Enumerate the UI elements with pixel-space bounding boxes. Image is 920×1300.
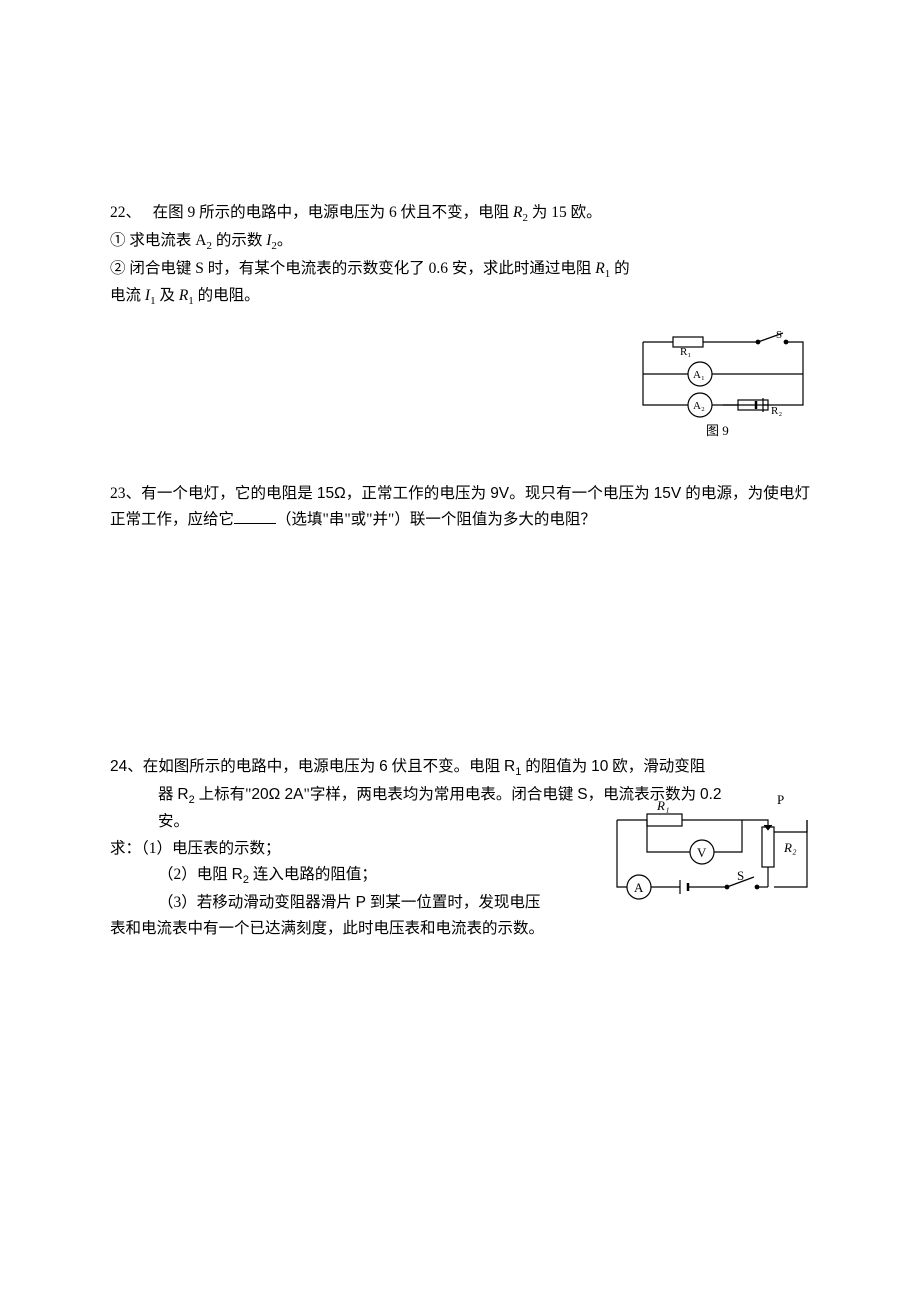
circuit24-svg: R₁ R₂ P V A S: [602, 792, 822, 912]
c24-r2-label: R₂: [783, 840, 797, 855]
circuit9-svg: R₁ S A₁ A₂ R₂ 图 9: [628, 330, 818, 450]
q23-blank: [234, 508, 276, 525]
q22-part2a: ② 闭合电键 S 时，有某个电流表的示数变化了 0.6 安，求此时通过电阻 R1…: [110, 256, 810, 284]
c24-r1-label: R₁: [656, 798, 669, 813]
q24-p3b: 表和电流表中有一个已达满刻度，此时电压表和电流表的示数。: [110, 916, 580, 942]
c24-s-label: S: [737, 868, 744, 883]
q22-part1: ① 求电流表 A2 的示数 I2。: [110, 228, 810, 256]
problem-23: 23、有一个电灯，它的电阻是 15Ω，正常工作的电压为 9V。现只有一个电压为 …: [110, 481, 810, 534]
c24-a-label: A: [634, 880, 644, 895]
problem-24: 24、在如图所示的电路中，电源电压为 6 伏且不变。电阻 R1 的阻值为 10 …: [110, 754, 810, 943]
c24-v-label: V: [697, 845, 707, 860]
q22-number: 22、: [110, 204, 141, 221]
q23-number: 23、: [110, 485, 141, 502]
q24-number: 24、: [110, 758, 143, 775]
q24-subparts: 求：（1）电压表的示数； （2）电阻 R2 连入电路的阻值； （3）若移动滑动变…: [110, 836, 580, 943]
c9-r1-label: R₁: [680, 346, 691, 358]
c9-s-label: S: [776, 330, 782, 341]
q22-part2b: 电流 I1 及 R1 的电阻。: [110, 283, 810, 311]
q22-line1: 22、 在图 9 所示的电路中，电源电压为 6 伏且不变，电阻 R2 为 15 …: [110, 200, 810, 228]
c9-r2-label: R₂: [771, 405, 782, 417]
page-content: 22、 在图 9 所示的电路中，电源电压为 6 伏且不变，电阻 R2 为 15 …: [0, 0, 920, 943]
q23-line1: 23、有一个电灯，它的电阻是 15Ω，正常工作的电压为 9V。现只有一个电压为 …: [110, 481, 810, 534]
c9-a2-label: A₂: [693, 400, 705, 412]
c9-caption: 图 9: [706, 423, 729, 438]
q24-p1: 求：（1）电压表的示数；: [110, 836, 580, 862]
q24-p3a: （3）若移动滑动变阻器滑片 P 到某一位置时，发现电压: [110, 890, 580, 916]
problem-22: 22、 在图 9 所示的电路中，电源电压为 6 伏且不变，电阻 R2 为 15 …: [110, 200, 810, 311]
q24-p2: （2）电阻 R2 连入电路的阻值；: [110, 862, 580, 890]
circuit-figure-9: R₁ S A₁ A₂ R₂ 图 9: [628, 330, 818, 450]
c9-a1-label: A₁: [693, 369, 705, 381]
c24-p-label: P: [777, 792, 784, 807]
circuit-figure-24: R₁ R₂ P V A S: [602, 792, 822, 912]
q24-line1: 24、在如图所示的电路中，电源电压为 6 伏且不变。电阻 R1 的阻值为 10 …: [110, 754, 810, 782]
